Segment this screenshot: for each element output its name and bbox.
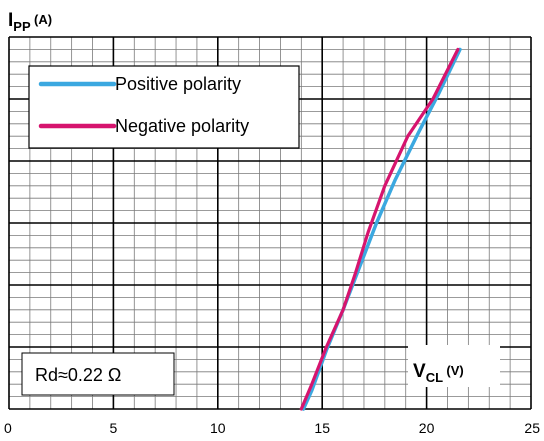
x-tick-label: 25 bbox=[524, 420, 540, 436]
x-tick-label: 0 bbox=[4, 420, 12, 436]
x-axis-title-main: V bbox=[413, 361, 426, 382]
x-tick-label: 5 bbox=[110, 420, 118, 436]
x-axis-title-bg bbox=[408, 345, 500, 387]
series-line-negative bbox=[299, 47, 460, 411]
legend-box bbox=[28, 65, 300, 149]
legend-label-positive: Positive polarity bbox=[115, 74, 241, 94]
y-axis-title-unit: (A) bbox=[30, 12, 52, 27]
x-tick-label: 10 bbox=[210, 420, 226, 436]
legend-label-negative: Negative polarity bbox=[115, 116, 249, 136]
legend: Positive polarity Negative polarity bbox=[28, 65, 300, 149]
series-layer bbox=[299, 47, 462, 411]
series-line-positive bbox=[301, 47, 462, 411]
annotation-text: Rd≈0.22 Ω bbox=[35, 365, 121, 385]
annotation-box bbox=[21, 352, 175, 396]
x-tick-label: 15 bbox=[314, 420, 330, 436]
x-tick-labels: 0 5 10 15 20 25 bbox=[4, 420, 540, 436]
y-axis-title: IPP (A) bbox=[8, 10, 52, 34]
x-tick-label: 20 bbox=[419, 420, 435, 436]
resistance-annotation: Rd≈0.22 Ω bbox=[21, 352, 175, 396]
x-axis-title-sub: CL bbox=[426, 370, 443, 385]
x-axis-title-unit: (V) bbox=[443, 363, 464, 378]
y-axis-title-sub: PP bbox=[13, 19, 31, 34]
major-grid bbox=[8, 36, 532, 410]
x-axis-title: VCL (V) bbox=[413, 361, 464, 385]
y-axis-title-main: I bbox=[8, 10, 13, 31]
